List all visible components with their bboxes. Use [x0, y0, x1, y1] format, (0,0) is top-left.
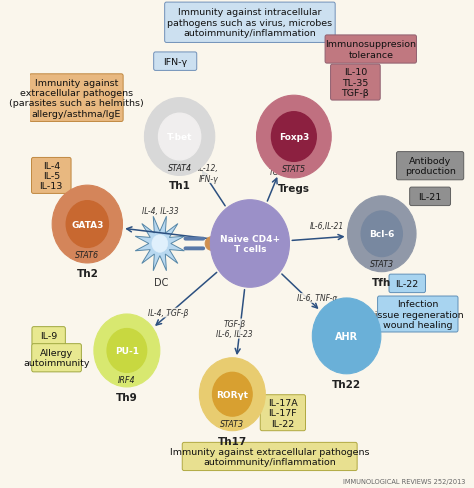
Text: STAT4: STAT4: [167, 163, 191, 172]
Text: IL-21: IL-21: [419, 192, 442, 202]
Text: Naive CD4+
T cells: Naive CD4+ T cells: [220, 234, 280, 254]
FancyBboxPatch shape: [31, 158, 71, 194]
FancyBboxPatch shape: [389, 275, 426, 293]
FancyBboxPatch shape: [330, 65, 380, 101]
FancyBboxPatch shape: [396, 152, 464, 181]
Text: IL-6, TNF-α: IL-6, TNF-α: [297, 294, 337, 303]
Text: IL-4
IL-5
IL-13: IL-4 IL-5 IL-13: [40, 161, 63, 191]
Circle shape: [212, 372, 252, 416]
Circle shape: [256, 96, 331, 179]
Text: STAT5: STAT5: [282, 165, 306, 174]
Text: IL-4, TGF-β: IL-4, TGF-β: [148, 308, 189, 317]
Circle shape: [145, 99, 215, 176]
Circle shape: [158, 114, 201, 161]
Text: IL-6,IL-21: IL-6,IL-21: [310, 221, 344, 230]
Text: PU-1: PU-1: [115, 346, 139, 355]
Polygon shape: [135, 217, 184, 271]
Circle shape: [361, 212, 402, 257]
FancyBboxPatch shape: [164, 3, 335, 43]
Text: Th1: Th1: [169, 181, 191, 191]
FancyBboxPatch shape: [29, 75, 123, 122]
Circle shape: [210, 201, 290, 287]
Text: IL-4, IL-33: IL-4, IL-33: [142, 206, 178, 216]
Text: IRF4: IRF4: [118, 375, 136, 385]
Text: Infection
tissue regeneration
wound healing: Infection tissue regeneration wound heal…: [372, 300, 464, 329]
Circle shape: [347, 197, 416, 272]
Circle shape: [205, 237, 218, 251]
Text: Immunity against extracellular pathogens
autoimmunity/inflammation: Immunity against extracellular pathogens…: [170, 447, 369, 466]
Circle shape: [94, 314, 160, 387]
FancyBboxPatch shape: [182, 443, 357, 470]
Text: GATA3: GATA3: [71, 220, 103, 229]
Text: DC: DC: [154, 277, 168, 287]
Text: IL-17A
IL-17F
IL-22: IL-17A IL-17F IL-22: [268, 398, 298, 427]
FancyBboxPatch shape: [325, 36, 417, 64]
FancyBboxPatch shape: [260, 395, 306, 431]
Text: T-bet: T-bet: [167, 133, 192, 142]
Text: IL-10
TL-35
TGF-β: IL-10 TL-35 TGF-β: [341, 68, 369, 98]
Text: Foxp3: Foxp3: [279, 133, 309, 142]
Text: Tregs: Tregs: [278, 183, 310, 193]
Text: IFN-γ: IFN-γ: [163, 58, 187, 66]
Text: Th2: Th2: [76, 268, 98, 278]
Text: IL-9: IL-9: [40, 332, 57, 341]
Text: TGF-β: TGF-β: [268, 168, 291, 177]
Circle shape: [66, 201, 109, 248]
Circle shape: [312, 298, 381, 374]
FancyBboxPatch shape: [410, 188, 450, 206]
Text: Immunity against
extracellular pathogens
(parasites such as helmiths)
allergy/as: Immunity against extracellular pathogens…: [9, 79, 144, 119]
Circle shape: [200, 358, 265, 431]
Text: Allergy
autoimmunity: Allergy autoimmunity: [23, 348, 90, 368]
Text: Bcl-6: Bcl-6: [369, 230, 394, 239]
Text: Antibody
production: Antibody production: [405, 157, 456, 176]
FancyBboxPatch shape: [32, 344, 82, 372]
Text: AHR: AHR: [335, 331, 358, 341]
Text: TGF-β
IL-6, IL-23: TGF-β IL-6, IL-23: [216, 319, 253, 339]
Text: STAT3: STAT3: [220, 419, 245, 428]
FancyBboxPatch shape: [378, 296, 458, 332]
Text: Immunity against intracellular
pathogens such as virus, microbes
autoimmunity/in: Immunity against intracellular pathogens…: [167, 8, 332, 38]
Circle shape: [107, 329, 146, 372]
FancyBboxPatch shape: [32, 327, 65, 346]
Text: IL-22: IL-22: [396, 279, 419, 288]
FancyBboxPatch shape: [154, 53, 197, 71]
Text: STAT3: STAT3: [370, 260, 394, 269]
Text: Tfh: Tfh: [372, 277, 392, 287]
Text: IL-12,
IFN-γ: IL-12, IFN-γ: [198, 164, 219, 183]
Text: STAT6: STAT6: [75, 251, 100, 260]
Text: Th22: Th22: [332, 379, 361, 389]
Text: Immunosuppresion
tolerance: Immunosuppresion tolerance: [325, 40, 416, 60]
Text: Th9: Th9: [116, 392, 138, 402]
Circle shape: [52, 186, 122, 264]
Circle shape: [272, 113, 316, 162]
Text: IMMUNOLOGICAL REVIEWS 252/2013: IMMUNOLOGICAL REVIEWS 252/2013: [343, 478, 465, 484]
Text: RORγt: RORγt: [216, 390, 248, 399]
Text: Th17: Th17: [218, 436, 247, 446]
Circle shape: [152, 235, 168, 253]
